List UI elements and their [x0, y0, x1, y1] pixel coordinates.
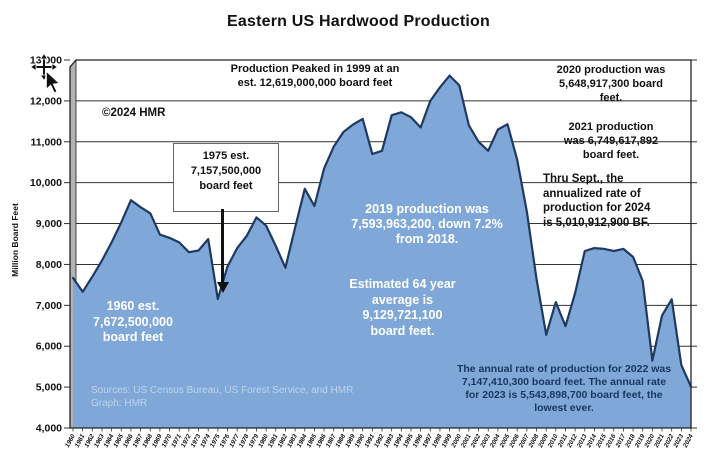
annotation-1999-peak: Production Peaked in 1999 at an est. 12,… [230, 63, 400, 89]
annotation-1975-callout-box: 1975 est. 7,157,500,000 board feet [173, 143, 279, 212]
annotation-2021: 2021 production was 6,749,617,892 board … [563, 121, 659, 161]
pointer-arrow-icon [45, 68, 62, 95]
svg-text:4,000: 4,000 [36, 423, 62, 435]
annotation-2024: Thru Sept., the annualized rate of produ… [543, 173, 651, 229]
svg-text:12,000: 12,000 [30, 95, 62, 107]
annotation-2022-2023: The annual rate of production for 2022 w… [456, 363, 672, 414]
move-cursor-icon [29, 52, 62, 95]
svg-text:8,000: 8,000 [36, 259, 62, 271]
annotation-1960: 1960 est. 7,672,500,000 board feet [93, 299, 173, 344]
callout-arrow-head-icon [216, 282, 229, 293]
svg-text:10,000: 10,000 [30, 177, 62, 189]
callout-arrow-line [221, 209, 224, 283]
svg-text:7,000: 7,000 [36, 300, 62, 312]
annotation-2020: 2020 production was 5,648,917,300 board … [556, 64, 666, 104]
svg-text:9,000: 9,000 [36, 218, 62, 230]
sources-credit: Sources: US Census Bureau, US Forest Ser… [91, 385, 354, 409]
copyright-label: ©2024 HMR [102, 107, 166, 119]
page-title: Eastern US Hardwood Production [227, 13, 490, 30]
svg-text:6,000: 6,000 [36, 341, 62, 353]
svg-text:5,000: 5,000 [36, 382, 62, 394]
y-axis-title: Million Board Feet [10, 203, 20, 277]
annotation-64yr-average: Estimated 64 year average is 9,129,721,1… [349, 277, 456, 338]
svg-text:2024: 2024 [682, 433, 695, 450]
annotation-2019: 2019 production was 7,593,963,200, down … [351, 202, 503, 246]
svg-text:11,000: 11,000 [30, 136, 62, 148]
